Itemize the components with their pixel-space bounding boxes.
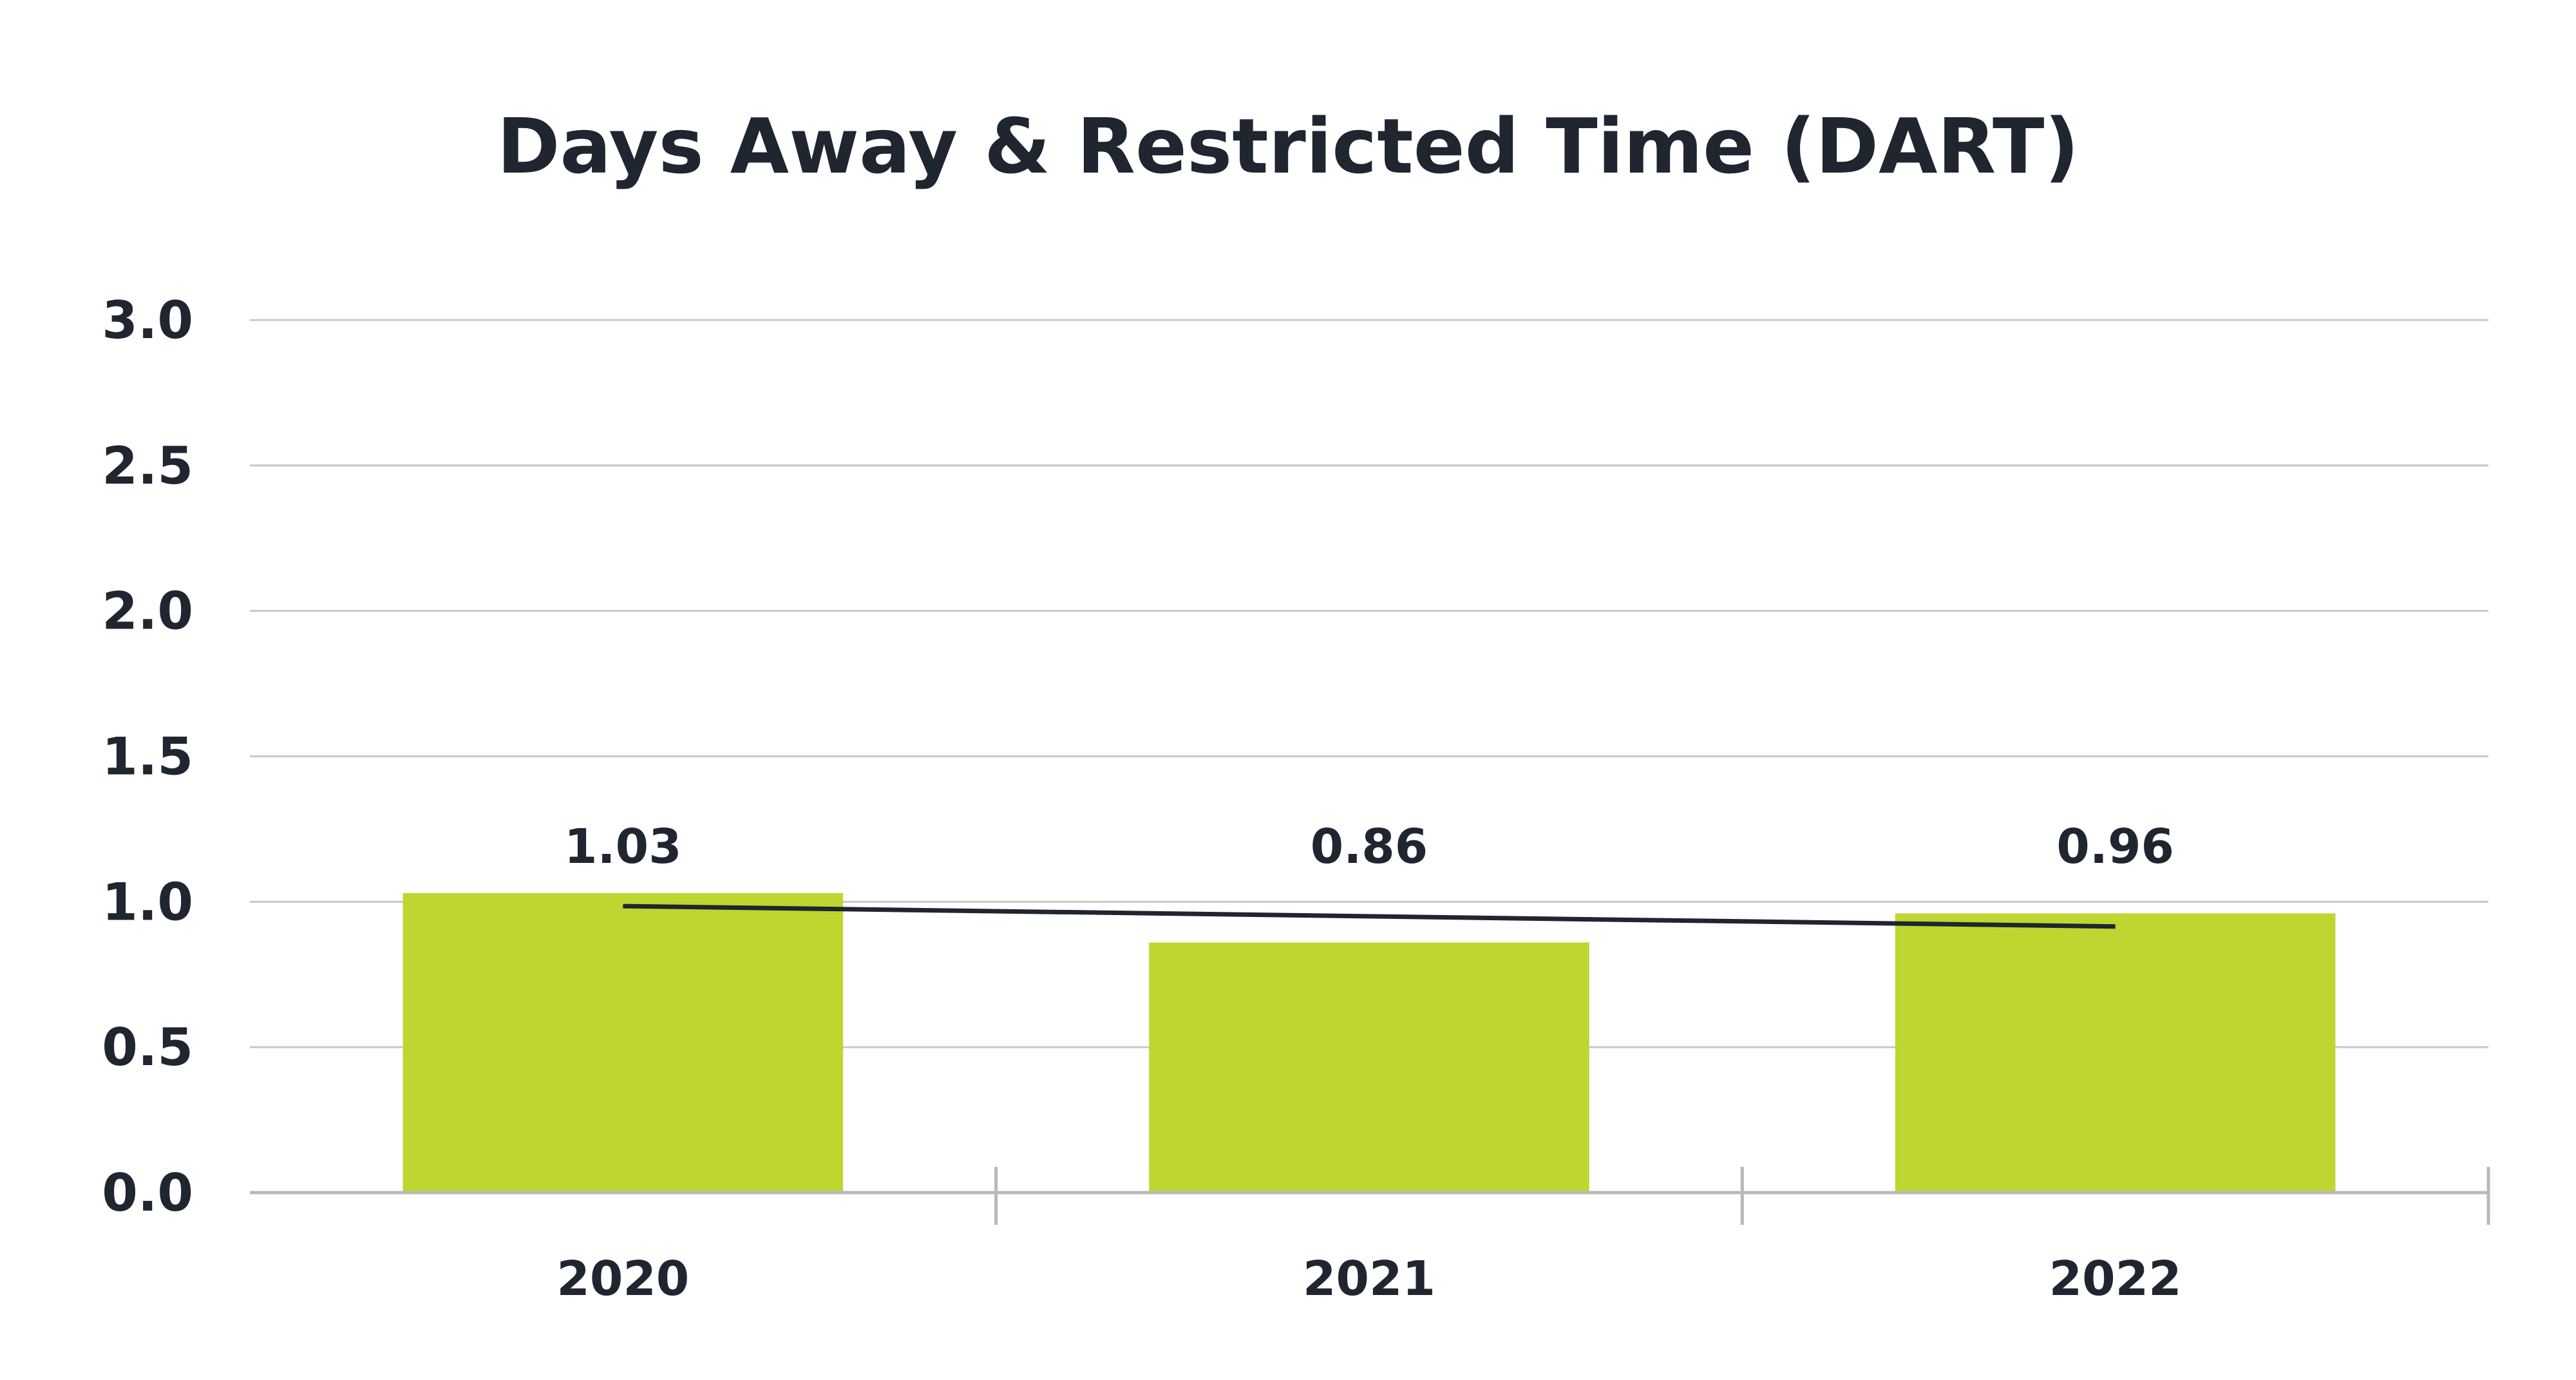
x-axis — [250, 1167, 2490, 1225]
x-tick-label: 2022 — [2049, 1251, 2182, 1307]
bar-2021 — [1149, 942, 1589, 1193]
bars — [402, 893, 2336, 1193]
data-label: 0.86 — [1311, 819, 1428, 874]
chart-title: Days Away & Restricted Time (DART) — [497, 102, 2079, 191]
data-labels: 1.03 0.86 0.96 — [564, 819, 2174, 874]
y-tick-label: 2.5 — [102, 436, 193, 496]
x-tick-label: 2021 — [1303, 1251, 1435, 1307]
bar-2020 — [402, 893, 844, 1193]
y-tick-label: 1.5 — [102, 727, 193, 787]
data-label: 1.03 — [564, 819, 682, 874]
y-tick-label: 2.0 — [102, 581, 193, 641]
x-axis-ticks: 2020 2021 2022 — [556, 1251, 2181, 1307]
y-tick-label: 0.5 — [102, 1017, 193, 1077]
y-tick-label: 3.0 — [102, 290, 193, 350]
trendline — [623, 903, 2116, 929]
y-tick-label: 0.0 — [102, 1163, 193, 1223]
bar-2022 — [1895, 913, 2336, 1193]
trendline-layer — [623, 903, 2116, 929]
x-tick-label: 2020 — [556, 1251, 689, 1307]
y-axis-ticks: 0.0 0.5 1.0 1.5 2.0 2.5 3.0 — [102, 290, 193, 1223]
data-label: 0.96 — [2056, 819, 2174, 874]
y-tick-label: 1.0 — [102, 872, 193, 932]
